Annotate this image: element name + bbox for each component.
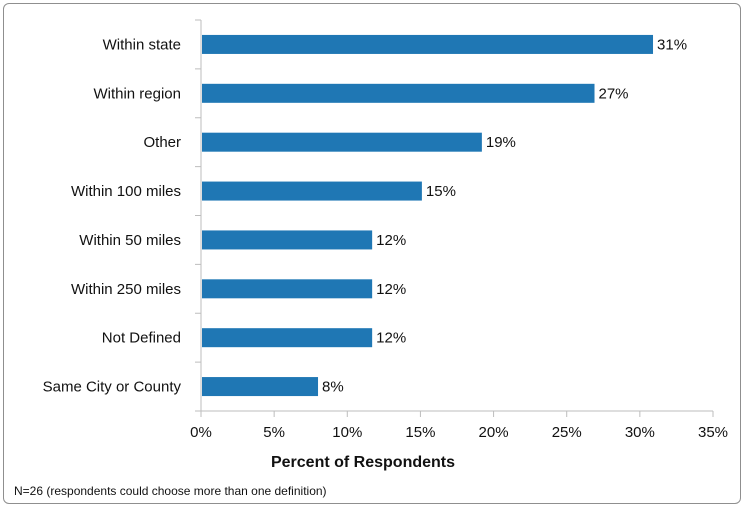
value-label: 12% <box>376 281 406 298</box>
bar <box>202 230 373 250</box>
bar <box>202 34 654 54</box>
value-label: 19% <box>486 134 516 151</box>
category-label: Within 100 miles <box>71 183 181 200</box>
x-tick-label: 15% <box>405 424 435 441</box>
bars <box>202 34 654 397</box>
labels: Within state 31% Within region 27% Other 19% W… <box>43 36 687 395</box>
x-tick-label: 5% <box>263 424 285 441</box>
x-tick-label: 35% <box>698 424 728 441</box>
axes: 0% 5% 10% 15% 20% 25% 30% 35% <box>190 19 728 441</box>
value-label: 12% <box>376 330 406 347</box>
bar <box>202 83 595 103</box>
x-tick-label: 20% <box>479 424 509 441</box>
category-label: Within state <box>103 36 181 53</box>
bar <box>202 328 373 348</box>
x-axis-label: Percent of Respondents <box>271 454 455 471</box>
category-label: Not Defined <box>102 330 181 347</box>
value-label: 8% <box>322 379 344 396</box>
category-label: Same City or County <box>43 379 182 396</box>
category-label: Other <box>143 134 181 151</box>
category-label: Within 50 miles <box>79 232 181 249</box>
x-tick-label: 30% <box>625 424 655 441</box>
x-tick-label: 0% <box>190 424 212 441</box>
bar <box>202 279 373 299</box>
value-label: 12% <box>376 232 406 249</box>
footnote: N=26 (respondents could choose more than… <box>14 484 327 498</box>
value-label: 15% <box>426 183 456 200</box>
x-tick-label: 25% <box>552 424 582 441</box>
x-tick-label: 10% <box>332 424 362 441</box>
value-label: 27% <box>599 85 629 102</box>
category-label: Within region <box>93 85 181 102</box>
bar <box>202 132 482 152</box>
value-label: 31% <box>657 36 687 53</box>
bar <box>202 377 319 397</box>
bar <box>202 181 422 201</box>
category-label: Within 250 miles <box>71 281 181 298</box>
